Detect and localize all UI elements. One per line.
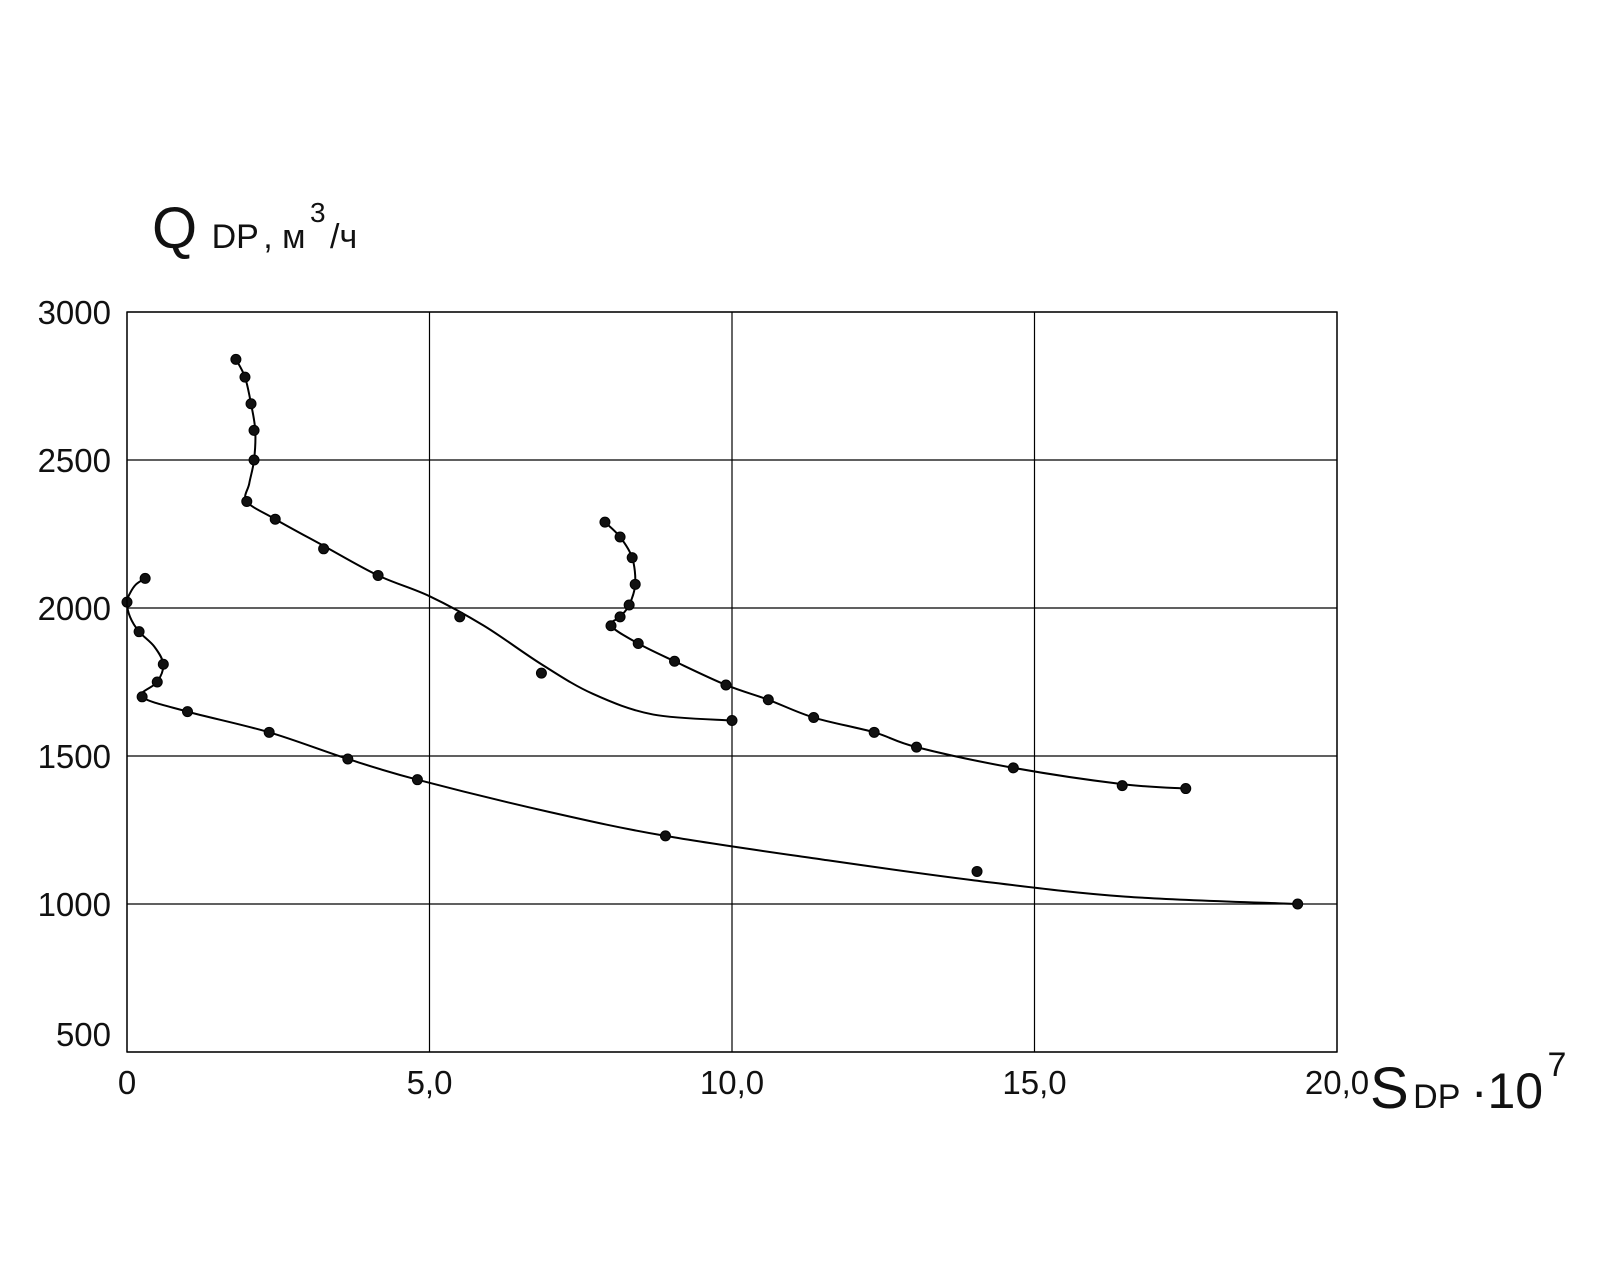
x-tick-label-4: 20,0 xyxy=(1305,1064,1369,1101)
series-1-point-5 xyxy=(136,691,148,703)
series-3-point-8 xyxy=(669,655,681,667)
series-3-point-0 xyxy=(599,516,611,528)
y-tick-label-2: 1500 xyxy=(38,738,111,775)
series-2-point-4 xyxy=(248,454,260,466)
x-tick-label-0: 0 xyxy=(118,1064,136,1101)
series-group xyxy=(121,353,1304,910)
series-2-point-6 xyxy=(269,513,281,525)
series-3-point-10 xyxy=(762,694,774,706)
series-1-point-3 xyxy=(157,658,169,670)
series-2 xyxy=(230,353,738,726)
series-2-point-2 xyxy=(245,398,257,410)
y-axis-label-unit: , м xyxy=(263,218,305,256)
series-2-point-3 xyxy=(248,424,260,436)
y-tick-label-0: 500 xyxy=(56,1016,111,1053)
series-2-point-8 xyxy=(372,569,384,581)
series-2-point-10 xyxy=(535,667,547,679)
series-1-point-8 xyxy=(342,753,354,765)
grid xyxy=(126,311,1338,1053)
series-3-point-12 xyxy=(868,726,880,738)
x-tick-label-1: 5,0 xyxy=(407,1064,453,1101)
x-axis-label-multiplier: ·10 xyxy=(1471,1063,1543,1119)
x-tick-label-3: 15,0 xyxy=(1002,1064,1066,1101)
series-2-point-9 xyxy=(454,611,466,623)
series-1 xyxy=(121,572,1304,910)
series-3-line xyxy=(604,521,1186,790)
plot-frame xyxy=(126,311,1338,1053)
series-1-point-11 xyxy=(971,865,983,877)
series-3-point-3 xyxy=(629,578,641,590)
series-1-point-12 xyxy=(1292,898,1304,910)
y-tick-label-3: 2000 xyxy=(38,590,111,627)
series-3-point-16 xyxy=(1180,783,1192,795)
y-axis-label: Q DP , м 3 /ч xyxy=(152,196,357,261)
y-tick-label-4: 2500 xyxy=(38,442,111,479)
series-1-point-0 xyxy=(139,572,151,584)
x-tick-label-2: 10,0 xyxy=(700,1064,764,1101)
series-2-point-1 xyxy=(239,371,251,383)
y-tick-label-1: 1000 xyxy=(38,886,111,923)
series-2-point-5 xyxy=(241,495,253,507)
series-3-point-6 xyxy=(605,620,617,632)
tick-labels: 0 5,0 10,0 15,0 20,0 500 1000 1500 2000 2500 3000 xyxy=(38,294,1370,1101)
series-1-point-9 xyxy=(411,774,423,786)
series-3-point-11 xyxy=(808,712,820,724)
series-1-point-6 xyxy=(182,706,193,718)
series-3-point-13 xyxy=(911,741,923,753)
series-3-point-2 xyxy=(626,552,638,564)
series-3-point-14 xyxy=(1007,762,1019,774)
series-1-point-7 xyxy=(263,726,275,738)
series-1-line xyxy=(125,577,1298,905)
series-3-point-5 xyxy=(614,611,626,623)
x-axis-label-subscript: DP xyxy=(1413,1078,1460,1116)
series-3-point-4 xyxy=(623,599,635,611)
y-tick-label-5: 3000 xyxy=(38,294,111,331)
series-3-point-7 xyxy=(632,638,644,650)
x-axis-label-multiplier-sup: 7 xyxy=(1548,1046,1567,1084)
y-axis-label-unit-suffix: /ч xyxy=(330,218,357,256)
x-axis-label: S DP ·10 7 xyxy=(1370,1046,1566,1121)
x-axis-label-main: S xyxy=(1370,1056,1409,1121)
series-2-point-7 xyxy=(318,543,330,555)
series-2-point-11 xyxy=(726,714,738,726)
series-1-point-10 xyxy=(659,830,671,842)
series-2-point-0 xyxy=(230,353,242,365)
series-3-point-1 xyxy=(614,531,626,543)
y-axis-label-main: Q xyxy=(152,196,197,261)
series-3 xyxy=(599,516,1192,795)
y-axis-label-unit-sup: 3 xyxy=(310,197,326,228)
y-axis-label-subscript: DP xyxy=(212,218,259,256)
series-3-point-15 xyxy=(1116,780,1128,792)
series-3-point-9 xyxy=(720,679,732,691)
series-1-point-4 xyxy=(151,676,163,688)
series-1-point-2 xyxy=(133,626,145,638)
series-2-line xyxy=(235,358,733,722)
